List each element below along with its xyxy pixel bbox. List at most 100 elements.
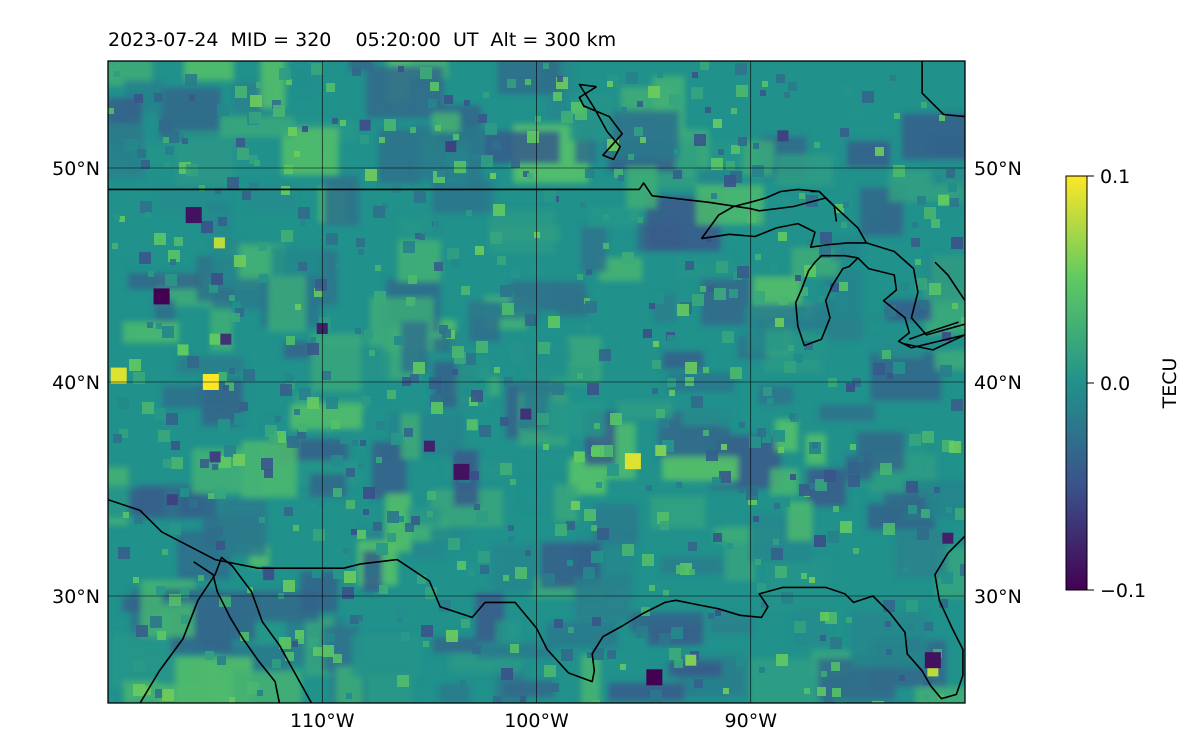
heatmap-cell [781,592,793,604]
heatmap-blob [547,402,605,437]
heatmap-cell [427,511,433,517]
heatmap-cell [475,246,484,255]
tec-anomaly-cell [777,130,789,142]
heatmap-cell [592,445,604,457]
tec-anomaly-cell [209,451,221,463]
heatmap-cell [379,585,388,594]
heatmap-cell [374,592,380,598]
heatmap-cell [352,440,358,446]
heatmap-cell [448,538,460,550]
heatmap-cell [114,214,120,220]
heatmap-cell [235,308,244,317]
heatmap-cell [575,108,587,120]
heatmap-cell [298,262,307,271]
heatmap-cell [843,202,849,208]
heatmap-cell [200,459,209,468]
heatmap-cell [723,688,729,694]
heatmap-cell [218,419,230,431]
heatmap-cell [285,652,294,661]
heatmap-cell [520,696,526,702]
heatmap-blob [372,441,407,499]
coastline [701,222,867,248]
heatmap-cell [537,413,549,425]
heatmap-cell [398,516,404,522]
heatmap-cell [374,291,386,303]
heatmap-cell [433,221,445,233]
heatmap-blob [495,620,520,648]
heatmap-cell [427,491,436,500]
heatmap-cell [778,447,784,453]
heatmap-cell [453,134,459,140]
heatmap-cell [141,160,150,169]
heatmap-cell [676,482,682,488]
heatmap-cell [243,369,255,381]
coastline [700,188,820,240]
tec-anomaly-cell [213,237,225,249]
heatmap-cell [594,423,600,429]
heatmap-cell [447,248,459,260]
heatmap-cell [760,90,766,96]
heatmap-cell [919,492,925,498]
heatmap-cell [603,243,609,249]
heatmap-cell [147,322,153,328]
heatmap-cell [212,464,218,470]
heatmap-cell [841,222,847,228]
heatmap-cell [403,241,415,253]
heatmap-cell [650,690,662,702]
heatmap-cell [882,284,888,290]
heatmap-cell [501,668,513,680]
coastline [108,498,965,700]
heatmap-cell [746,488,758,500]
heatmap-cell [656,409,665,418]
heatmap-cell [312,569,321,578]
heatmap-cell [398,66,404,72]
heatmap-cell [890,75,896,81]
heatmap-cell [716,261,728,273]
heatmap-cell [346,693,352,699]
heatmap-cell [685,377,694,386]
heatmap-cell [249,182,258,191]
heatmap-cell [358,249,364,255]
heatmap-cell [471,153,480,162]
heatmap-blob [502,680,554,698]
heatmap-cell [257,690,263,696]
heatmap-cell [452,346,464,358]
heatmap-cell [395,605,407,617]
heatmap-cell [553,92,562,101]
heatmap-cell [610,413,622,425]
heatmap-cell [180,589,189,598]
heatmap-cell [157,631,166,640]
heatmap-cell [468,570,474,576]
heatmap-cell [946,507,952,513]
heatmap-cell [535,116,541,122]
tec-anomaly-cell [646,669,663,686]
heatmap-cell [373,522,382,531]
heatmap-cell [318,501,324,507]
heatmap-cell [113,434,122,443]
heatmap-cell [669,94,681,106]
tec-anomaly-cell [573,451,585,463]
heatmap-cell [961,317,965,329]
heatmap-cell [820,232,832,244]
heatmap-cell [711,158,723,170]
heatmap-cell [909,434,921,446]
heatmap-cell [419,234,425,240]
heatmap-cell [620,664,626,670]
coastline [810,190,838,222]
heatmap-cell [715,610,721,616]
heatmap-cell [164,163,170,169]
heatmap-cell [708,286,714,292]
heatmap-cell [134,94,143,103]
heatmap-cell [700,61,709,70]
heatmap-cell [190,591,199,600]
tec-anomaly-cell [520,408,532,420]
heatmap-cell [739,487,745,493]
heatmap-cell [500,285,512,297]
heatmap-cell [779,296,788,305]
heatmap-blob [128,488,165,516]
heatmap-blob [754,304,831,331]
heatmap-cell [298,207,310,219]
heatmap-cell [158,430,170,442]
heatmap-cell [591,551,603,563]
heatmap-cell [171,457,183,469]
